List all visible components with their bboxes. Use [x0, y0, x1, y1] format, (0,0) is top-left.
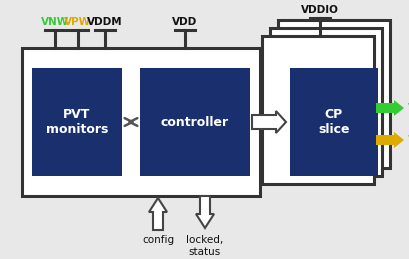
Text: locked,
status: locked, status: [186, 235, 223, 257]
Text: VDDM: VDDM: [87, 17, 123, 27]
Bar: [22, 48, 259, 196]
Text: VDDIO: VDDIO: [300, 5, 338, 15]
FancyArrow shape: [196, 196, 213, 228]
FancyArrow shape: [375, 100, 403, 116]
Text: controller: controller: [161, 116, 229, 128]
Text: VPW: VPW: [64, 17, 91, 27]
Bar: [139, 68, 249, 176]
Bar: [289, 68, 377, 176]
Text: VNW: VNW: [407, 102, 409, 114]
Text: CP
slice: CP slice: [317, 108, 349, 136]
Text: VNW: VNW: [41, 17, 69, 27]
Bar: [261, 36, 373, 184]
FancyArrow shape: [148, 198, 166, 230]
Text: VPW: VPW: [407, 133, 409, 147]
FancyArrow shape: [252, 111, 285, 133]
Text: config: config: [142, 235, 174, 245]
Text: VDD: VDD: [172, 17, 197, 27]
Bar: [277, 20, 389, 168]
Text: PVT
monitors: PVT monitors: [46, 108, 108, 136]
Bar: [270, 28, 381, 176]
Bar: [32, 68, 122, 176]
FancyArrow shape: [375, 132, 403, 148]
